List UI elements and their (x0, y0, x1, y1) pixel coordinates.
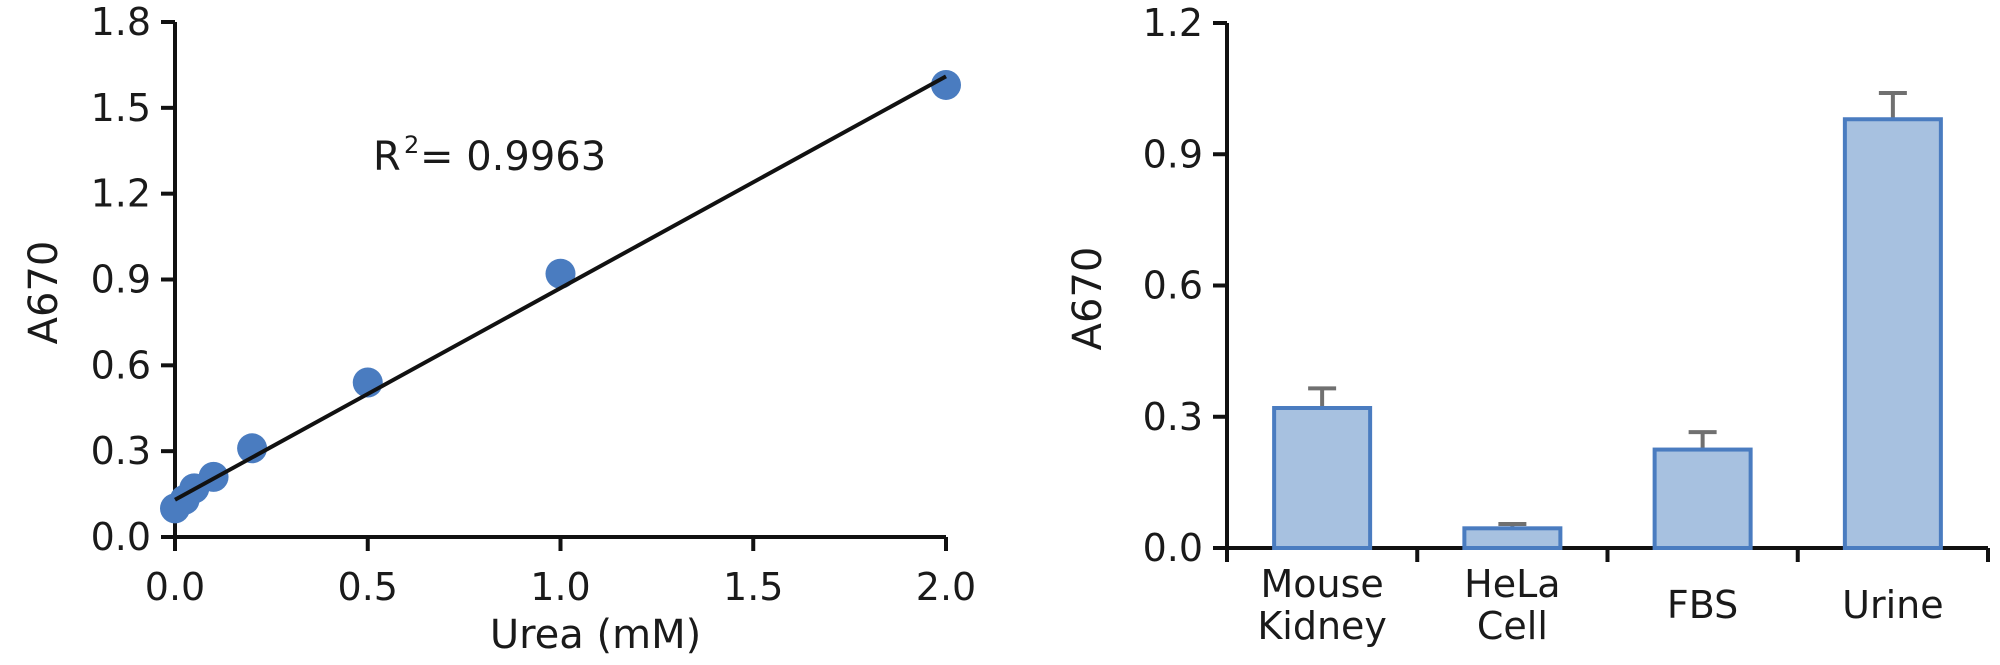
y-axis-title: A670 (21, 241, 67, 345)
y-axis-title: A670 (1065, 247, 1111, 351)
x-tick-label: 0.0 (145, 565, 205, 609)
y-tick-label: 1.2 (91, 172, 151, 216)
data-point (545, 258, 576, 289)
category-label: Mouse (1260, 562, 1383, 606)
bar (1842, 117, 1943, 550)
x-axis-title: Urea (mM) (490, 612, 701, 658)
annotation-superscript: 2 (404, 131, 419, 159)
y-tick-label: 1.8 (91, 0, 151, 44)
x-tick-label: 1.0 (530, 565, 590, 609)
y-tick-label: 0.9 (1143, 132, 1203, 176)
category-label: FBS (1667, 583, 1738, 627)
data-point (237, 433, 268, 464)
y-tick-label: 0.6 (1143, 264, 1203, 308)
y-tick-label: 1.2 (1143, 1, 1203, 45)
bar (1462, 526, 1563, 550)
data-point (931, 69, 961, 100)
category-label: Cell (1477, 604, 1548, 648)
y-tick-label: 0.0 (91, 515, 151, 559)
y-tick-label: 0.0 (1143, 526, 1203, 570)
y-tick-label: 0.9 (91, 258, 151, 302)
y-tick-label: 1.5 (91, 86, 151, 130)
y-tick-label: 0.6 (91, 343, 151, 387)
annotation-value: = 0.9963 (420, 134, 606, 180)
annotation-r: R (373, 134, 401, 180)
fit-line (174, 74, 947, 502)
y-tick-label: 0.3 (91, 429, 151, 473)
category-label: Urine (1842, 583, 1943, 627)
category-label: HeLa (1464, 562, 1560, 606)
calibration-chart: 0.0 0.3 0.6 0.9 1.2 1.5 1.8 0.0 0.5 1.0 1.5 2.0 Urea… (21, 0, 976, 658)
y-tick-label: 0.3 (1143, 395, 1203, 439)
x-tick-label: 1.5 (723, 565, 783, 609)
category-label: Kidney (1257, 604, 1387, 648)
bar (1272, 406, 1373, 550)
x-tick-label: 0.5 (338, 565, 398, 609)
bar (1652, 447, 1753, 550)
x-tick-label: 2.0 (916, 565, 976, 609)
